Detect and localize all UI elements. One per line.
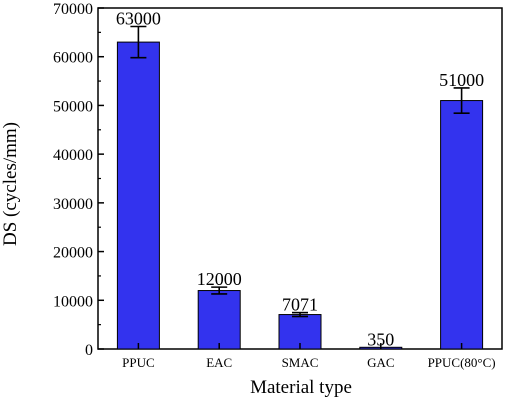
y-tick-label: 50000 — [53, 98, 93, 115]
y-tick-label: 30000 — [53, 196, 93, 213]
x-axis: PPUC EAC SMAC GAC PPUC(80°C) — [122, 343, 496, 370]
x-tick-label: PPUC — [122, 355, 155, 370]
y-tick-label: 70000 — [53, 1, 93, 18]
x-tick-label: PPUC(80°C) — [428, 355, 496, 370]
bars: 63000 12000 7071 350 51000 — [116, 9, 484, 350]
bar — [197, 290, 241, 350]
y-tick-label: 40000 — [53, 147, 93, 164]
data-label: 63000 — [116, 9, 161, 29]
data-label: 12000 — [197, 269, 242, 289]
y-axis: 0 10000 20000 30000 40000 50000 60000 70000 — [53, 1, 104, 359]
y-tick-label: 0 — [85, 342, 93, 359]
x-tick-label: SMAC — [282, 355, 319, 370]
y-axis-title: DS (cycles/mm) — [0, 122, 21, 246]
x-tick-label: GAC — [367, 355, 394, 370]
y-tick-label: 20000 — [53, 245, 93, 262]
x-tick-label: EAC — [206, 355, 232, 370]
bar — [440, 100, 484, 350]
data-label: 350 — [367, 329, 394, 349]
y-tick-label: 60000 — [53, 50, 93, 67]
bar — [116, 41, 160, 350]
x-axis-title: Material type — [250, 377, 352, 398]
data-label: 51000 — [439, 70, 484, 90]
data-label: 7071 — [282, 295, 318, 315]
y-tick-label: 10000 — [53, 293, 93, 310]
